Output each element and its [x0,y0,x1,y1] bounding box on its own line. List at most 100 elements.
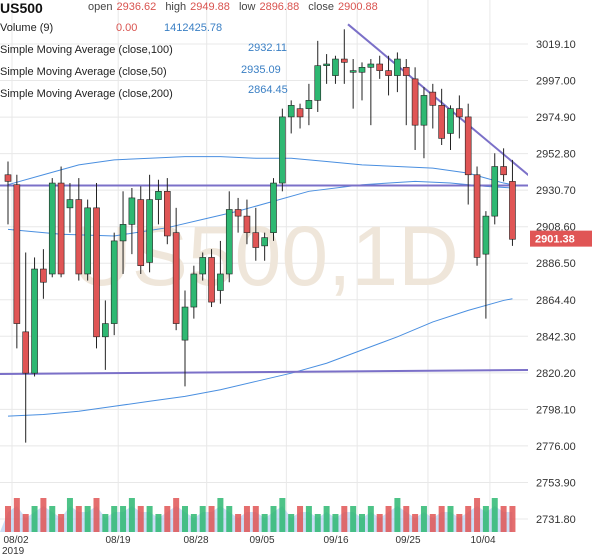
volume-bar [279,498,286,532]
candle-body [438,105,445,139]
candle [155,179,162,225]
candle-body [367,63,375,68]
volume-bar [102,514,109,532]
volume-bar [182,506,188,532]
volume-bar [394,498,401,532]
date-axis: 08/02 08/19 08/28 09/05 09/16 09/25 10/04 2019 [0,532,600,558]
volume-bar [164,506,171,532]
candle-body [243,215,251,233]
candle [394,52,401,93]
candle-body [31,268,38,374]
volume-bar [332,514,339,532]
date-year-label: 2019 [2,546,25,557]
candle [137,186,145,274]
volume-bar [58,514,65,532]
volume-bar [403,506,410,532]
candle [270,178,277,241]
candle-body [261,237,268,247]
volume-bar [350,506,357,532]
date-tick-label: 09/16 [323,535,348,546]
candle-body [172,232,180,324]
price-tag-box [530,230,592,247]
volume-bar [190,514,197,532]
price-tick-label: 2886.50 [536,258,576,270]
date-tick-label: 08/02 [3,535,28,546]
candles [4,29,516,443]
candle-body [155,191,162,200]
volume-bar [75,506,82,532]
candle [190,265,198,319]
candle-body [429,91,437,106]
candle-body [40,268,47,283]
candle [429,83,437,129]
candle-body [137,199,145,267]
candle-body [252,232,260,248]
candle-body [22,331,30,374]
price-tick-label: 2798.10 [536,404,576,416]
candle-body [491,166,499,217]
sma100-line [7,156,513,186]
candle [367,59,375,126]
candle [385,55,392,96]
candle [208,249,215,308]
candle [447,105,454,150]
price-tick-label: 2776.00 [536,441,576,453]
candle-body [473,174,481,258]
candle-body [199,257,206,275]
candle-body [376,63,384,71]
volume-bar [385,506,392,532]
volume-bar [341,506,348,532]
price-tick-label: 2930.70 [536,185,576,197]
price-axis-bg [528,0,600,558]
candle [146,174,153,273]
candle-body [314,65,322,101]
candle-body [305,100,313,109]
candle-body [402,67,410,76]
candle-body [323,63,330,66]
volume-bar [438,506,445,532]
volume-bar [208,506,215,532]
horizontal-trendline [0,369,529,376]
candle-body [385,70,392,76]
volume-bar [40,498,47,532]
volume-bar [199,506,206,532]
candle [509,159,516,246]
volume-bar [146,506,153,532]
volume-bar [235,514,242,532]
volume-bar [509,506,516,532]
candle-body [332,58,339,76]
volume-bar [482,506,489,532]
volume-bar [376,514,383,532]
date-tick-label: 10/04 [470,535,495,546]
candle [296,103,304,129]
candle [4,161,12,225]
candle-body [84,207,91,275]
candle [411,67,419,150]
candle [473,166,481,266]
candle-body [482,215,490,255]
volume-bar [173,498,180,532]
candle [164,178,171,245]
volume-bar [412,514,419,532]
price-tick-label: 2997.00 [536,76,576,88]
candle-body [57,182,65,275]
date-tick-label: 08/28 [183,535,208,546]
candle [234,197,242,233]
candle-body [208,257,215,303]
candle-body [447,108,454,134]
candle [110,232,118,336]
candle-body [93,207,100,338]
candle-body [234,209,242,217]
candle-body [48,182,56,275]
volume-bar [226,506,233,532]
volume-bar [49,506,56,532]
date-tick-label: 08/19 [105,535,130,546]
candle [84,199,91,281]
candle-body [456,108,463,118]
candle [287,100,295,134]
candle [243,199,251,245]
candle [279,108,286,192]
volume-bar [500,506,507,532]
candle [252,207,260,261]
